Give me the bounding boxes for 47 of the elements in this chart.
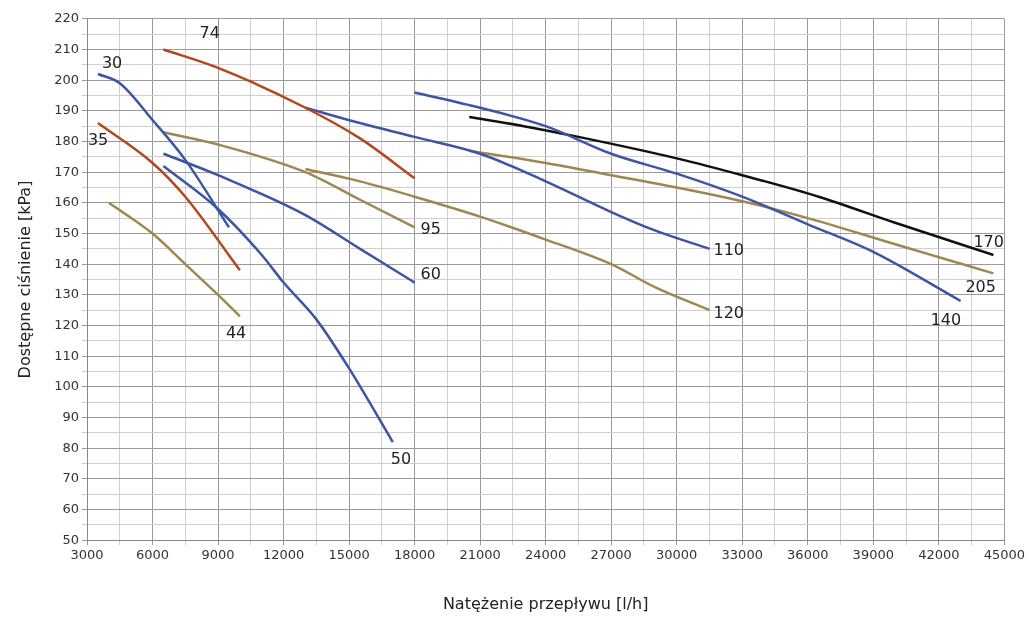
y-tick-label: 160 [54,194,80,210]
series-label: 170 [973,232,1004,252]
y-tick-label: 80 [62,439,80,455]
y-tick-label: 170 [54,163,80,179]
y-tick-label: 140 [54,255,80,271]
y-tick-label: 110 [54,347,80,363]
y-tick-label: 190 [54,102,80,118]
x-tick-label: 36000 [787,547,829,563]
x-tick-label: 12000 [262,547,305,563]
series-label: 35 [87,130,109,150]
series-label: 44 [225,323,247,343]
y-tick-label: 130 [54,286,80,302]
y-tick-label: 100 [54,378,80,394]
x-tick-label: 42000 [918,547,960,563]
x-tick-label: 39000 [852,547,894,563]
x-tick-label: 15000 [328,547,370,563]
x-tick-label: 6000 [135,547,170,563]
y-tick-label: 150 [54,224,80,240]
y-tick-label: 60 [62,500,80,516]
x-tick-label: 3000 [70,547,104,563]
series-label: 50 [390,449,412,469]
y-tick-label: 50 [62,531,80,547]
y-tick-label: 220 [54,10,80,26]
x-tick-label: 33000 [721,547,763,563]
x-tick-label: 21000 [459,547,501,563]
y-tick-label: 180 [54,132,80,148]
x-tick-label: 45000 [983,547,1025,563]
y-tick-label: 210 [54,40,80,56]
series-label: 95 [420,218,441,238]
series-label: 60 [420,263,441,283]
y-axis-title: Dostępne ciśnienie [kPa] [14,180,34,379]
series-label: 205 [965,276,996,296]
y-tick-label: 200 [54,71,80,87]
series-label: 120 [713,303,745,323]
series-label: 110 [713,239,745,259]
series-label: 30 [101,53,123,73]
x-tick-label: 30000 [656,547,698,563]
y-tick-label: 120 [54,316,80,332]
x-axis-title: Natężenie przepływu [l/h] [442,593,649,613]
y-tick-label: 70 [62,470,80,486]
x-tick-label: 9000 [201,547,235,563]
series-label: 140 [930,310,962,330]
x-tick-label: 18000 [393,547,436,563]
x-tick-label: 27000 [590,547,632,563]
series-label: 74 [199,22,220,42]
y-tick-label: 90 [62,408,80,424]
x-tick-label: 24000 [524,547,567,563]
